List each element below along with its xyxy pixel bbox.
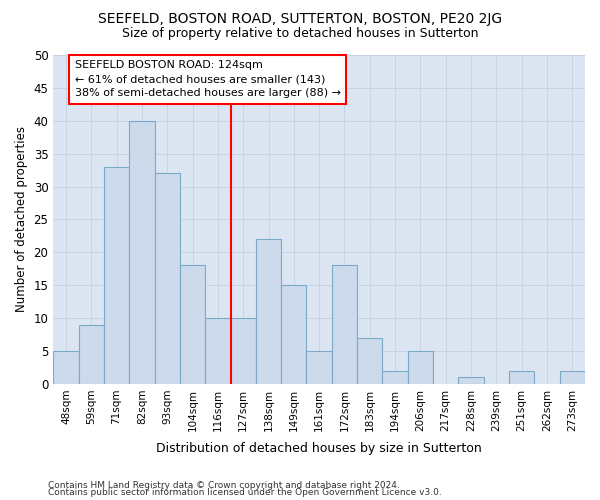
Text: SEEFELD, BOSTON ROAD, SUTTERTON, BOSTON, PE20 2JG: SEEFELD, BOSTON ROAD, SUTTERTON, BOSTON,… <box>98 12 502 26</box>
Bar <box>104 167 129 384</box>
Bar <box>382 370 408 384</box>
Bar <box>560 370 585 384</box>
Bar <box>307 351 332 384</box>
Bar <box>230 318 256 384</box>
Text: Contains HM Land Registry data © Crown copyright and database right 2024.: Contains HM Land Registry data © Crown c… <box>48 480 400 490</box>
Text: SEEFELD BOSTON ROAD: 124sqm
← 61% of detached houses are smaller (143)
38% of se: SEEFELD BOSTON ROAD: 124sqm ← 61% of det… <box>75 60 341 98</box>
Bar <box>155 174 180 384</box>
Bar <box>53 351 79 384</box>
Bar <box>281 285 307 384</box>
Bar <box>458 378 484 384</box>
Bar <box>256 239 281 384</box>
Bar <box>357 338 382 384</box>
Bar <box>205 318 230 384</box>
Y-axis label: Number of detached properties: Number of detached properties <box>15 126 28 312</box>
Bar <box>408 351 433 384</box>
Bar <box>332 266 357 384</box>
Text: Contains public sector information licensed under the Open Government Licence v3: Contains public sector information licen… <box>48 488 442 497</box>
Bar <box>180 266 205 384</box>
Bar <box>509 370 535 384</box>
Bar <box>129 121 155 384</box>
Bar <box>79 324 104 384</box>
X-axis label: Distribution of detached houses by size in Sutterton: Distribution of detached houses by size … <box>156 442 482 455</box>
Text: Size of property relative to detached houses in Sutterton: Size of property relative to detached ho… <box>122 28 478 40</box>
